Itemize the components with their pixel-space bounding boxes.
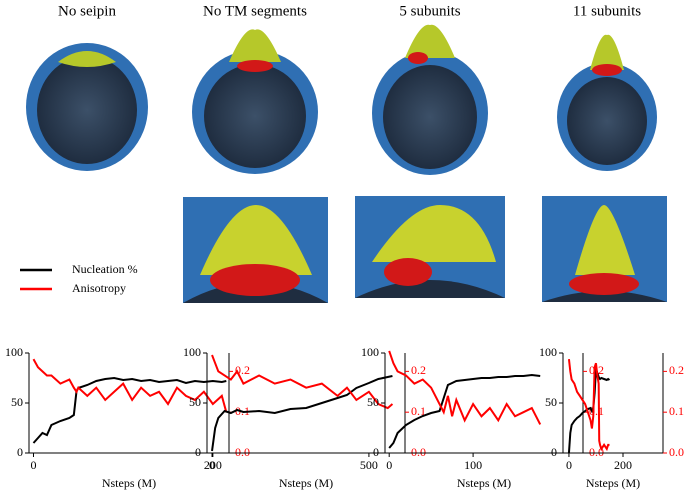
series-line — [567, 359, 610, 452]
vesicle-no-seipin — [26, 43, 148, 171]
x-axis-label: Nsteps (M) — [457, 476, 511, 490]
legend: Nucleation % Anisotropy — [20, 262, 138, 295]
x-tick-label: 100 — [464, 458, 482, 472]
axes-frame — [562, 353, 664, 454]
panel-title: No seipin — [58, 3, 116, 19]
legend-label: Anisotropy — [72, 281, 126, 295]
x-tick-label: 0 — [566, 458, 572, 472]
y-tick-label: 100 — [183, 345, 201, 359]
x-tick-label: 500 — [360, 458, 378, 472]
y-tick-label: 0 — [195, 445, 201, 459]
x-tick-label: 0 — [386, 458, 392, 472]
y-tick-label: 0 — [373, 445, 379, 459]
x-axis-label: Nsteps (M) — [586, 476, 640, 490]
y2-tick-label: 0.2 — [411, 363, 426, 377]
y-tick-label: 100 — [361, 345, 379, 359]
series-line — [211, 354, 394, 410]
y2-tick-label: 0.0 — [669, 445, 684, 459]
legend-label: Nucleation % — [72, 262, 138, 276]
y2-tick-label: 0.1 — [411, 404, 426, 418]
series-line — [388, 350, 542, 425]
series-line — [388, 373, 541, 449]
y2-tick-label: 0.1 — [669, 404, 684, 418]
panel-title: 11 subunits — [573, 3, 641, 19]
y-tick-label: 0 — [17, 445, 23, 459]
y-tick-label: 0 — [551, 445, 557, 459]
y-tick-label: 100 — [539, 345, 557, 359]
y-tick-label: 50 — [189, 395, 201, 409]
vesicle-5-subunits — [372, 24, 488, 175]
series-line — [32, 358, 228, 413]
x-axis-label: Nsteps (M) — [102, 476, 156, 490]
y2-tick-label: 0.2 — [669, 363, 684, 377]
zoom-5-subunits — [355, 196, 505, 298]
zoom-no-tm — [183, 197, 328, 303]
y-tick-label: 50 — [11, 395, 23, 409]
y-tick-label: 50 — [545, 395, 557, 409]
y2-tick-label: 0.0 — [235, 445, 250, 459]
x-tick-label: 200 — [204, 458, 222, 472]
y2-tick-label: 0.0 — [411, 445, 426, 459]
y-tick-label: 100 — [5, 345, 23, 359]
vesicle-11-subunits — [557, 34, 657, 171]
panel-title: 5 subunits — [399, 3, 460, 19]
x-tick-label: 200 — [614, 458, 632, 472]
series-line — [211, 375, 393, 452]
x-tick-label: 0 — [209, 458, 215, 472]
y-tick-label: 50 — [367, 395, 379, 409]
vesicle-no-tm — [192, 29, 318, 174]
zoom-11-subunits — [542, 196, 667, 302]
x-tick-label: 0 — [30, 458, 36, 472]
series-line — [32, 376, 227, 444]
x-axis-label: Nsteps (M) — [279, 476, 333, 490]
panel-title: No TM segments — [203, 3, 307, 19]
